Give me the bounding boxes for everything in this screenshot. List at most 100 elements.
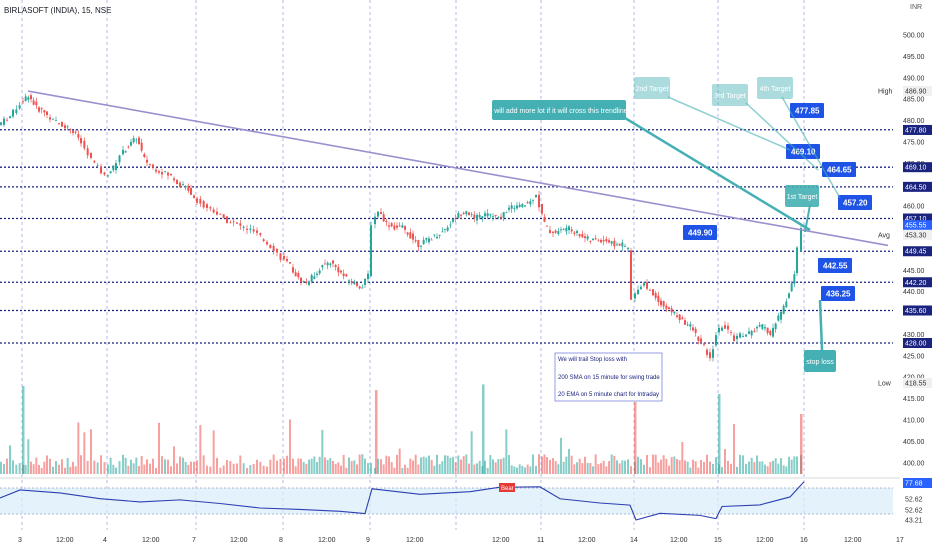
- candle-body: [500, 216, 502, 219]
- candle-body: [377, 211, 379, 217]
- candle-body: [206, 204, 208, 208]
- volume-bar: [18, 463, 21, 474]
- axis-tag-bg-3: [903, 181, 932, 192]
- candle-body: [438, 234, 441, 236]
- volume-bar: [96, 462, 99, 474]
- candle-body: [118, 155, 121, 163]
- volume-bar: [350, 461, 353, 474]
- candle-body: [608, 240, 610, 243]
- volume-bar: [769, 461, 772, 474]
- candle-body: [584, 236, 586, 239]
- fourth-target-bg: [757, 77, 793, 99]
- rsi-panel: 77.68 52.62 52.62 43.21 Bear: [0, 477, 932, 525]
- candle-body: [388, 225, 390, 227]
- volume-bar: [425, 457, 428, 474]
- candle-body: [706, 349, 708, 355]
- volume-bar: [589, 463, 592, 474]
- volume-bar: [526, 464, 529, 474]
- axis-tag-value-6: 453.30: [905, 232, 927, 239]
- volume-bar: [703, 462, 705, 474]
- axis-tag-value-2: 469.10: [905, 165, 927, 172]
- volume-bar: [38, 464, 40, 474]
- volume-bar: [446, 455, 449, 474]
- axis-tag-bg-2: [903, 162, 932, 173]
- volume-bar: [401, 467, 404, 474]
- volume-bar: [497, 459, 500, 474]
- candle-body: [135, 139, 138, 141]
- volume-bar: [310, 458, 313, 474]
- third-target: 3rd Target: [714, 93, 745, 100]
- axis-tag-label-6: Avg: [878, 232, 890, 239]
- candle-body: [452, 218, 454, 222]
- volume-bar: [700, 460, 702, 474]
- candle-body: [193, 195, 195, 199]
- volume-bar: [382, 464, 385, 474]
- volume-bar: [216, 457, 218, 474]
- candle-body: [149, 164, 151, 166]
- candle-body: [342, 273, 345, 277]
- volume-bar: [143, 464, 146, 474]
- volume-bar: [727, 460, 729, 474]
- candle-body: [513, 208, 516, 209]
- volume-bar: [557, 464, 560, 474]
- volume-bar: [681, 441, 684, 474]
- candle-body: [568, 226, 570, 230]
- volume-bar: [300, 458, 302, 474]
- volume-bar: [61, 459, 63, 474]
- candle-body: [232, 221, 235, 223]
- candle-body: [324, 263, 326, 265]
- candle-body: [406, 232, 409, 235]
- time-tick-10: 12:00: [492, 537, 510, 544]
- candle-body: [796, 247, 798, 274]
- symbol-title: BIRLASOFT (INDIA), 15, NSE: [4, 6, 112, 15]
- candle-body: [578, 234, 581, 237]
- candle-body: [109, 171, 112, 174]
- volume-bar: [420, 457, 422, 474]
- volume-bar: [66, 457, 69, 474]
- candle-body: [473, 214, 476, 218]
- axis-tag-bg-9: [903, 305, 932, 316]
- volume-bar: [627, 459, 629, 474]
- volume-bar: [602, 460, 605, 474]
- candle-body: [788, 293, 790, 298]
- volume-bar: [745, 463, 747, 474]
- volume-bar: [444, 455, 446, 474]
- volume-bar: [570, 455, 573, 474]
- candle-body: [358, 286, 361, 289]
- candle-body: [457, 212, 460, 219]
- volume-bar: [736, 466, 738, 474]
- volume-bar: [286, 455, 288, 474]
- candle-body: [581, 234, 584, 238]
- candle-body: [176, 179, 178, 185]
- volume-bar: [750, 457, 753, 474]
- candle-body: [697, 336, 700, 341]
- candle-body: [38, 107, 40, 112]
- candle-body: [35, 101, 38, 106]
- volume-bar: [657, 462, 660, 474]
- price-tick: 425.00: [903, 353, 925, 360]
- volume-bar: [6, 458, 8, 474]
- volume-bar: [146, 459, 148, 474]
- candle-body: [470, 214, 473, 216]
- candle-body: [662, 301, 665, 307]
- volume-bar: [492, 459, 494, 474]
- volume-bar: [449, 457, 452, 474]
- volume-bar: [380, 459, 382, 474]
- volume-bar: [393, 467, 396, 474]
- candle-body: [420, 245, 422, 247]
- time-tick-5: 12:00: [230, 537, 248, 544]
- candle-body: [310, 275, 313, 282]
- candle-body: [316, 273, 318, 275]
- candle-body: [262, 239, 265, 242]
- rsi-tick-1: 52.62: [905, 497, 923, 504]
- candle-body: [187, 185, 190, 192]
- volume-bar: [694, 461, 697, 474]
- volume-bar: [27, 439, 30, 474]
- volume-bar: [32, 464, 35, 474]
- volume-bar: [489, 455, 492, 474]
- candle-body: [758, 324, 761, 327]
- candle-body: [367, 273, 369, 280]
- candle-body: [541, 203, 543, 214]
- volume-bar: [552, 458, 554, 474]
